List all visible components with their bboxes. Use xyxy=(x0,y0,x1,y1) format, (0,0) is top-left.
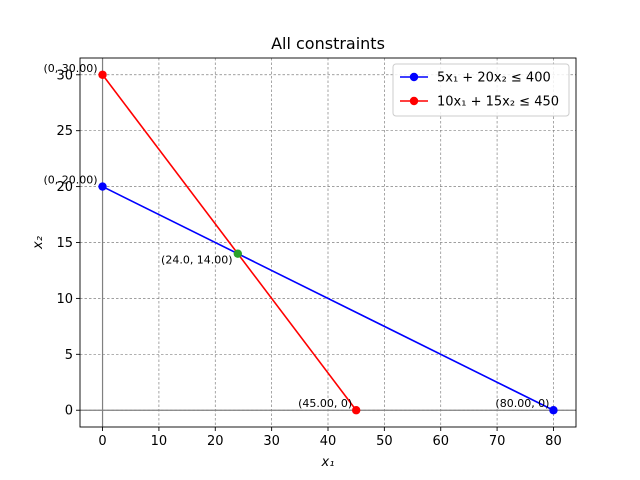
reference-axes xyxy=(80,58,576,427)
legend-entry: 10x₁ + 15x₂ ≤ 450 xyxy=(437,95,559,110)
point-annotation: (0, 30.00) xyxy=(44,62,98,75)
legend: 5x₁ + 20x₂ ≤ 400 10x₁ + 15x₂ ≤ 450 xyxy=(392,63,570,117)
legend-box xyxy=(392,63,570,117)
y-tick-label: 15 xyxy=(56,236,73,251)
legend-swatch-marker xyxy=(409,96,419,106)
y-tick-label: 10 xyxy=(56,292,73,307)
ticks: 0 10 20 30 40 50 60 70 80 0 5 10 15 20 25 30 xyxy=(56,68,561,449)
x-tick-label: 50 xyxy=(376,434,393,449)
chart-title: All constraints xyxy=(271,34,385,53)
legend-entry: 5x₁ + 20x₂ ≤ 400 xyxy=(437,71,551,86)
point-annotation: (0, 20.00) xyxy=(44,174,98,187)
x-tick-label: 40 xyxy=(320,434,337,449)
x-tick-label: 70 xyxy=(489,434,506,449)
y-tick-label: 30 xyxy=(56,68,73,83)
x-axis-label: x₁ xyxy=(321,455,335,470)
series-line-1 xyxy=(102,185,554,411)
legend-swatch-marker xyxy=(409,72,419,82)
x-tick-label: 10 xyxy=(151,434,168,449)
series-marker-1 xyxy=(549,406,558,415)
y-tick-label: 0 xyxy=(65,404,73,419)
x-tick-label: 20 xyxy=(207,434,224,449)
series-marker-2 xyxy=(351,406,361,415)
intersection-marker xyxy=(233,249,243,258)
x-tick-label: 30 xyxy=(263,434,280,449)
y-tick-label: 20 xyxy=(56,180,73,195)
y-tick-label: 25 xyxy=(56,124,73,139)
y-tick-label: 5 xyxy=(65,348,73,363)
x-tick-label: 0 xyxy=(98,434,106,449)
annotations: (0, 30.00) (0, 20.00) (24.0, 14.00) (45.00,… xyxy=(44,62,550,410)
series-layer xyxy=(98,70,558,415)
series-marker-1 xyxy=(98,182,107,191)
point-annotation: (24.0, 14.00) xyxy=(161,254,233,267)
x-tick-label: 60 xyxy=(432,434,449,449)
series-line-2 xyxy=(101,74,357,411)
point-annotation: (45.00, 0) xyxy=(298,397,352,410)
series-marker-2 xyxy=(98,70,107,79)
x-tick-label: 80 xyxy=(545,434,562,449)
point-annotation: (80.00, 0) xyxy=(495,397,549,410)
y-axis-label: x₂ xyxy=(31,236,46,250)
